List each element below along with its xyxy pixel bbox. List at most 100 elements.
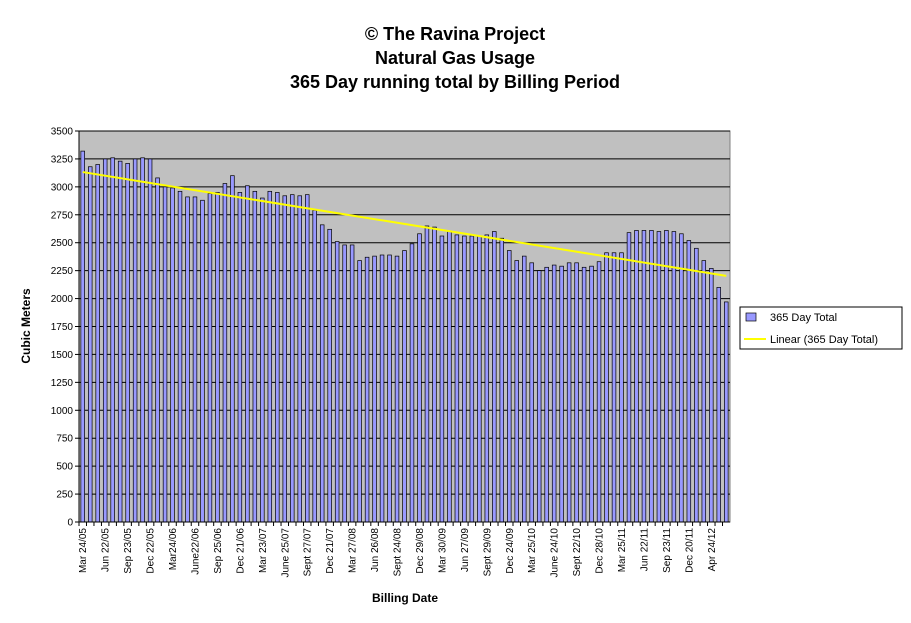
bar	[656, 231, 662, 523]
y-tick-label: 0	[67, 518, 73, 529]
bar	[551, 264, 557, 523]
bar	[447, 231, 452, 523]
bar	[80, 150, 85, 523]
x-tick-label: Mar 27/08	[348, 528, 359, 573]
bar	[125, 163, 130, 523]
x-tick-label: Jun 22/11	[639, 528, 650, 572]
bar	[469, 235, 475, 523]
legend-box	[739, 306, 903, 350]
trendline	[82, 171, 727, 277]
bar	[200, 199, 205, 523]
x-tick-label: June 25/07	[280, 528, 291, 578]
x-tick-label: Mar 23/07	[258, 528, 269, 573]
x-axis-title: Billing Date	[372, 591, 438, 605]
bar	[102, 158, 108, 523]
y-tick-label: 750	[56, 434, 73, 445]
bar	[297, 195, 302, 523]
bar	[267, 190, 273, 523]
bar	[514, 260, 519, 523]
bar	[147, 158, 153, 523]
bar	[724, 301, 729, 523]
x-tick-label: Dec 29/08	[415, 528, 426, 574]
bar	[327, 228, 332, 523]
legend-swatch	[745, 312, 757, 322]
x-tick-label: Sept 29/09	[482, 528, 493, 577]
bar	[484, 234, 490, 523]
bar	[417, 233, 422, 523]
bar	[566, 262, 572, 523]
bar	[185, 196, 190, 523]
y-tick-label: 500	[56, 462, 73, 473]
x-tick-label: Sept 24/08	[393, 528, 404, 577]
bar	[604, 252, 609, 523]
y-tick-label: 1750	[51, 322, 74, 333]
bar	[529, 262, 534, 523]
x-tick-label: Sep 23/05	[123, 528, 134, 574]
x-tick-label: Mar 25/11	[617, 528, 628, 573]
bar	[596, 261, 602, 523]
bar	[110, 157, 115, 523]
chart-title: © The Ravina Project	[365, 24, 545, 44]
bar	[88, 166, 93, 523]
bar	[499, 237, 504, 523]
bar	[686, 240, 692, 523]
bar	[387, 254, 392, 523]
x-tick-label: Dec 20/11	[684, 528, 695, 573]
bar	[462, 235, 467, 523]
bar	[709, 268, 714, 523]
bar	[334, 241, 340, 523]
bar	[252, 190, 258, 523]
bar	[319, 224, 325, 523]
y-tick-label: 3250	[51, 154, 74, 165]
bar	[177, 190, 183, 523]
bar	[611, 252, 617, 523]
bar	[290, 194, 295, 523]
bar	[117, 160, 123, 523]
bar	[155, 177, 160, 523]
chart-subtitle: 365 Day running total by Billing Period	[290, 72, 620, 92]
x-tick-label: Jun 27/09	[460, 528, 471, 572]
y-tick-label: 2000	[51, 294, 74, 305]
chart-subtitle: Natural Gas Usage	[375, 48, 535, 68]
y-tick-label: 3000	[51, 182, 74, 193]
y-tick-label: 1250	[51, 378, 74, 389]
bar	[581, 266, 587, 523]
bar	[402, 250, 407, 523]
bar	[215, 192, 220, 523]
x-tick-label: Dec 21/06	[235, 528, 246, 574]
x-tick-label: Sept 27/07	[303, 528, 314, 577]
bar	[432, 226, 437, 523]
bar	[207, 193, 213, 523]
y-tick-label: 250	[56, 490, 73, 501]
bar	[454, 234, 460, 523]
y-tick-label: 1000	[51, 406, 74, 417]
bar	[664, 230, 669, 523]
bar	[275, 192, 280, 523]
y-tick-label: 2250	[51, 266, 74, 277]
bar	[492, 231, 497, 523]
bar	[701, 260, 707, 523]
bar	[349, 244, 355, 523]
y-tick-label: 2750	[51, 210, 74, 221]
bar	[364, 256, 370, 523]
bar	[245, 185, 250, 523]
bar	[716, 287, 721, 523]
y-axis-title: Cubic Meters	[19, 288, 33, 364]
bar	[477, 235, 482, 523]
y-tick-label: 3500	[51, 127, 74, 138]
x-tick-label: Mar 25/10	[527, 528, 538, 573]
bar	[626, 232, 632, 523]
x-tick-label: June 24/10	[550, 528, 561, 578]
x-tick-label: June22/06	[190, 528, 201, 575]
bar	[679, 233, 684, 523]
bar	[260, 197, 265, 523]
bar	[694, 247, 699, 523]
bar	[544, 266, 549, 523]
x-tick-label: Sep 25/06	[213, 528, 224, 574]
bar	[312, 209, 317, 523]
bar	[342, 244, 347, 523]
bar	[589, 265, 594, 523]
bar	[192, 196, 198, 523]
y-tick-label: 1500	[51, 350, 74, 361]
bar	[574, 262, 579, 523]
